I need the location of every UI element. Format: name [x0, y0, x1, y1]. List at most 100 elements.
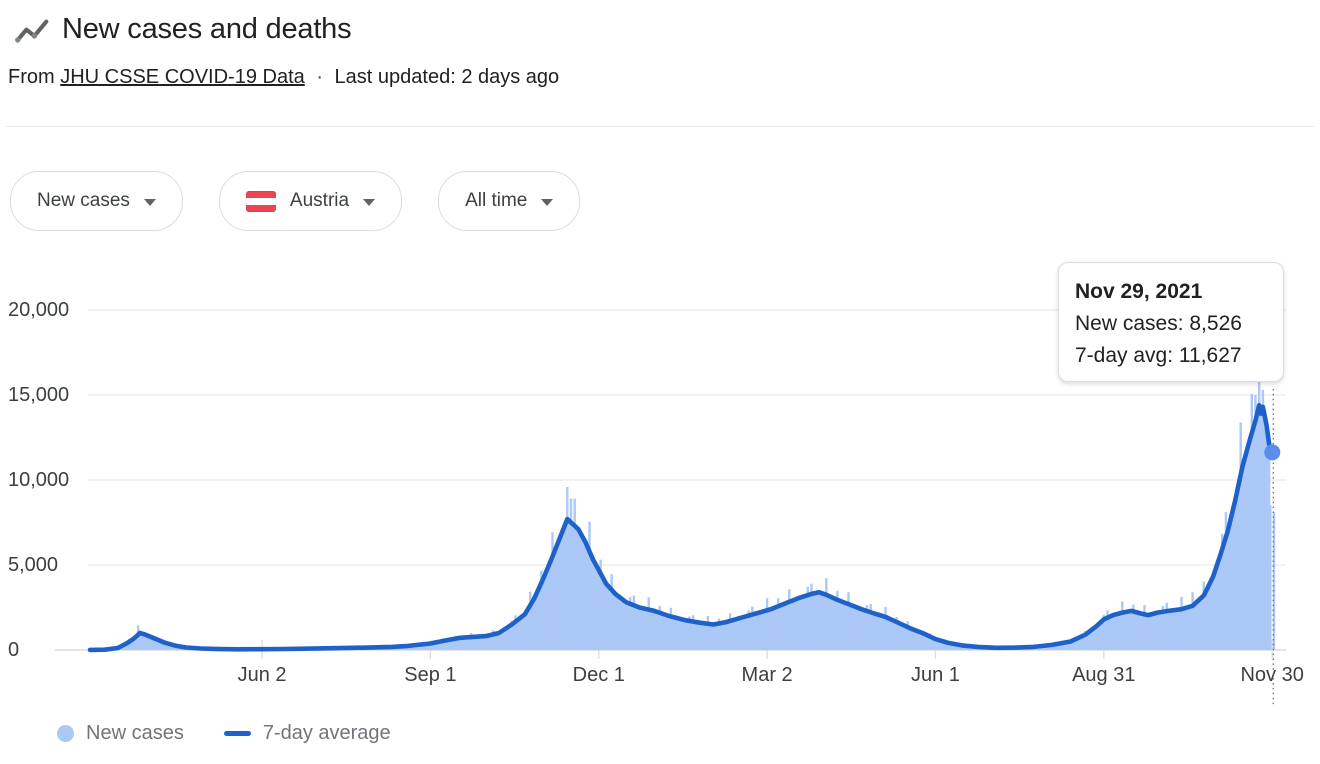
daily-bar: [1202, 581, 1205, 650]
daily-bar: [1221, 533, 1224, 650]
daily-bar: [414, 645, 417, 650]
daily-bar: [902, 632, 906, 650]
daily-bar: [647, 597, 650, 650]
daily-bar: [943, 639, 946, 650]
tooltip-date: Nov 29, 2021: [1075, 280, 1203, 303]
daily-bar: [677, 631, 680, 650]
daily-bar: [1106, 610, 1109, 650]
metric-dropdown[interactable]: New cases: [10, 171, 183, 231]
daily-bar: [1158, 618, 1161, 650]
daily-bar: [614, 596, 617, 650]
daily-bar: [688, 616, 691, 650]
daily-bar: [418, 647, 421, 650]
x-axis-label: Jun 2: [237, 664, 287, 686]
daily-bar: [817, 614, 821, 650]
daily-bar: [928, 633, 932, 650]
daily-bar: [444, 645, 447, 650]
daily-bar: [717, 618, 721, 650]
daily-bar: [551, 532, 554, 650]
daily-bar: [662, 612, 665, 650]
daily-bar: [725, 629, 728, 650]
daily-bar: [558, 582, 562, 650]
daily-bar: [1261, 389, 1265, 650]
filter-bar: New cases Austria All time: [10, 171, 581, 231]
daily-bar: [1036, 648, 1039, 650]
daily-bar: [695, 621, 698, 650]
daily-bar: [806, 586, 809, 650]
daily-bar: [832, 621, 835, 650]
daily-bar: [714, 635, 717, 650]
daily-bar: [765, 598, 769, 650]
daily-bar: [1176, 610, 1179, 650]
daily-bar: [166, 645, 169, 650]
daily-bar: [895, 616, 898, 650]
daily-bar: [802, 604, 806, 650]
daily-bar: [1061, 640, 1065, 650]
daily-bar: [1080, 640, 1083, 650]
daily-bar: [1065, 643, 1068, 650]
daily-bar: [843, 615, 846, 650]
daily-bar: [743, 621, 747, 650]
daily-bar: [788, 589, 791, 650]
y-axis-label: 15,000: [8, 384, 70, 406]
daily-bar: [1180, 597, 1183, 650]
daily-bar: [514, 615, 517, 650]
daily-bar: [1165, 602, 1168, 650]
daily-bar: [836, 590, 839, 650]
daily-bar: [962, 646, 965, 650]
daily-bar: [1228, 520, 1231, 650]
daily-bar: [432, 640, 436, 650]
separator-dot: ·: [316, 66, 323, 88]
daily-bar: [1250, 393, 1253, 650]
daily-bar: [573, 498, 576, 650]
daily-bar: [1098, 626, 1102, 650]
daily-bar: [884, 606, 887, 650]
daily-bar: [595, 604, 599, 650]
daily-bar: [510, 620, 513, 650]
daily-bar: [1258, 379, 1261, 650]
daily-bar: [1224, 512, 1228, 650]
daily-bar: [636, 605, 639, 650]
daily-bar: [588, 521, 591, 650]
daily-bar: [580, 579, 584, 650]
daily-bar: [577, 526, 580, 650]
daily-bar: [936, 643, 939, 650]
daily-bar: [954, 643, 957, 650]
daily-bar: [1135, 610, 1139, 650]
daily-bar: [899, 622, 902, 650]
daily-bar: [1213, 610, 1216, 650]
daily-bar: [1195, 600, 1198, 650]
daily-bar: [1172, 625, 1176, 650]
daily-bar: [451, 637, 454, 650]
daily-bar: [540, 570, 543, 650]
daily-bar: [1191, 592, 1194, 650]
timerange-dropdown[interactable]: All time: [438, 171, 581, 231]
daily-bar: [1184, 612, 1187, 650]
source-link[interactable]: JHU CSSE COVID-19 Data: [60, 66, 305, 88]
y-axis-label: 5,000: [8, 554, 59, 576]
y-axis-label: 20,000: [8, 299, 70, 321]
daily-bar: [1091, 637, 1094, 650]
daily-bar: [484, 635, 488, 650]
daily-bar: [536, 617, 539, 650]
daily-bar: [1076, 637, 1080, 650]
tooltip-new-cases: New cases: 8,526: [1075, 312, 1242, 335]
daily-bar: [858, 629, 861, 650]
average-line: [87, 402, 1273, 653]
daily-bar: [1154, 631, 1157, 650]
x-axis-label: Mar 2: [741, 664, 793, 686]
daily-bar: [1254, 395, 1257, 650]
daily-bar: [1069, 645, 1072, 650]
daily-bar: [1132, 604, 1135, 650]
daily-bar: [1124, 615, 1128, 650]
daily-bar: [758, 626, 761, 650]
daily-bar: [795, 619, 798, 650]
daily-bar: [440, 644, 443, 650]
country-dropdown[interactable]: Austria: [218, 171, 403, 231]
daily-bar: [640, 623, 643, 650]
austria-flag-icon: [245, 190, 276, 212]
daily-bar: [1143, 605, 1146, 650]
daily-bar: [122, 647, 125, 650]
daily-bar: [1121, 601, 1124, 650]
